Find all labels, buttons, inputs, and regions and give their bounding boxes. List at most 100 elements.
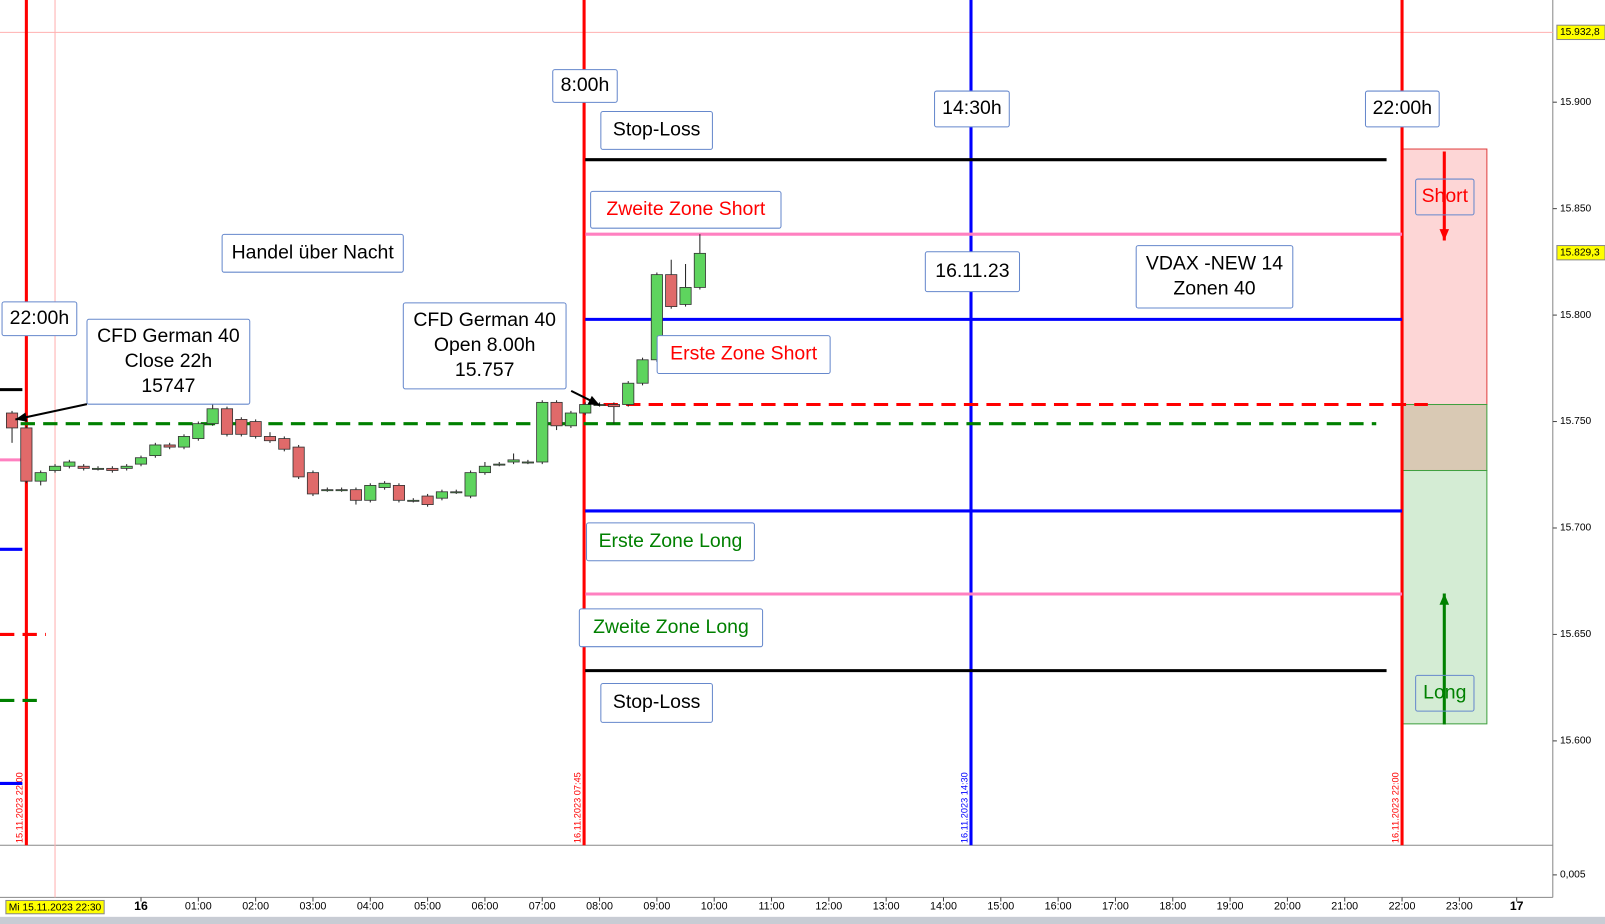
candle-body xyxy=(622,382,635,405)
annotation-box xyxy=(924,251,1021,293)
x-tick-label: 05:00 xyxy=(414,900,441,912)
candle-body xyxy=(693,252,706,288)
candle-body xyxy=(192,423,205,439)
arrow-head xyxy=(587,395,600,406)
annotation-text: Open 8.00h xyxy=(434,334,536,356)
x-tick-label: 18:00 xyxy=(1159,900,1186,912)
candle-body xyxy=(106,467,119,471)
candle-body xyxy=(48,465,62,471)
candle-body xyxy=(478,465,491,474)
annotation-text: Stop-Loss xyxy=(613,119,701,141)
annotation-box xyxy=(221,233,404,273)
candle-body xyxy=(636,359,649,384)
x-tick-label: 04:00 xyxy=(357,900,384,912)
annotation-text: Erste Zone Short xyxy=(670,343,818,365)
x-tick-label: 08:00 xyxy=(586,900,613,912)
candle-body xyxy=(392,485,405,501)
candle-body xyxy=(91,467,105,470)
candle-body xyxy=(364,485,377,501)
x-tick-label: 19:00 xyxy=(1217,900,1244,912)
candle-body xyxy=(507,459,520,463)
annotation-text: Erste Zone Long xyxy=(599,530,743,552)
candle-body xyxy=(493,463,506,466)
candle-body xyxy=(421,495,434,505)
cursor-y-label: 15.932,8 xyxy=(1560,27,1600,38)
annotation-box xyxy=(1135,245,1294,309)
annotation-text: Zweite Zone Long xyxy=(593,616,749,638)
candle-body xyxy=(292,446,305,478)
candle-body xyxy=(665,274,678,307)
time-line-label: 16.11.2023 14:30 xyxy=(959,772,969,843)
candle-body xyxy=(206,408,219,425)
x-tick-label: 01:00 xyxy=(185,900,212,912)
candle-body xyxy=(120,465,133,469)
candle-body xyxy=(335,489,348,492)
annotation-text: VDAX -NEW 14 xyxy=(1146,252,1283,274)
candle-body xyxy=(77,465,90,469)
x-tick-label: 16 xyxy=(134,899,148,913)
annotation-text: Short xyxy=(1422,185,1469,207)
annotation-box xyxy=(552,69,618,103)
x-tick-label: 03:00 xyxy=(300,900,327,912)
candle-body xyxy=(263,436,277,442)
annotation-box xyxy=(1415,674,1475,712)
cursor-y-tag xyxy=(1556,24,1605,41)
candle-body xyxy=(249,421,262,437)
candle-body xyxy=(235,419,248,435)
cursor-x-tag xyxy=(5,899,105,915)
annotation-box xyxy=(402,302,567,390)
arrow-head xyxy=(1439,593,1450,605)
indicator-tick-label: 0,005 xyxy=(1560,870,1586,881)
candle-body xyxy=(679,287,692,305)
y-tick-label: 15.600 xyxy=(1560,736,1592,747)
annotation-text: 15747 xyxy=(141,375,195,397)
annotation-box xyxy=(600,111,713,150)
last-price-tag xyxy=(1556,245,1605,261)
y-tick-label: 15.800 xyxy=(1560,310,1592,321)
annotation-text: Handel über Nacht xyxy=(232,241,395,263)
candle-body xyxy=(579,404,592,414)
candle-body xyxy=(177,436,191,448)
y-tick-label: 15.650 xyxy=(1560,629,1592,640)
time-line-label: 16.11.2023 07:45 xyxy=(572,772,582,843)
annotation-box xyxy=(590,190,782,229)
x-tick-label: 13:00 xyxy=(873,900,900,912)
arrow-head xyxy=(15,412,28,422)
x-tick-label: 09:00 xyxy=(643,900,670,912)
candle-body xyxy=(378,482,391,488)
x-tick-label: 16:00 xyxy=(1045,900,1072,912)
candle-body xyxy=(20,427,33,482)
last-price-label: 15.829,3 xyxy=(1560,247,1600,258)
annotation-box xyxy=(934,90,1010,128)
annotation-text: CFD German 40 xyxy=(97,325,240,347)
candle-body xyxy=(521,461,534,464)
candle-body xyxy=(306,472,320,495)
candle-body xyxy=(349,489,362,501)
arrow-head xyxy=(1439,229,1450,241)
candle-body xyxy=(149,444,162,457)
annotation-text: Zonen 40 xyxy=(1173,277,1255,299)
x-tick-label: 12:00 xyxy=(815,900,842,912)
zone xyxy=(1401,403,1488,472)
x-tick-label: 22:00 xyxy=(1389,900,1416,912)
candle-body xyxy=(564,412,577,427)
x-tick-label: 17:00 xyxy=(1102,900,1129,912)
annotation-text: 15.757 xyxy=(455,359,514,381)
annotation-text: Long xyxy=(1423,681,1466,703)
candle-body xyxy=(220,408,234,435)
time-line-label: 16.11.2023 22:00 xyxy=(1390,772,1400,843)
y-tick-label: 15.850 xyxy=(1560,203,1592,214)
annotation-box xyxy=(586,522,755,562)
annotation-text: 22:00h xyxy=(1373,97,1432,119)
x-tick-label: 23:00 xyxy=(1446,900,1473,912)
annotation-box xyxy=(600,683,713,723)
candle-body xyxy=(134,457,148,465)
x-tick-label: 14:00 xyxy=(930,900,957,912)
x-tick-label: 02:00 xyxy=(242,900,269,912)
annotation-text: Close 22h xyxy=(125,350,213,372)
candle-body xyxy=(536,401,549,463)
